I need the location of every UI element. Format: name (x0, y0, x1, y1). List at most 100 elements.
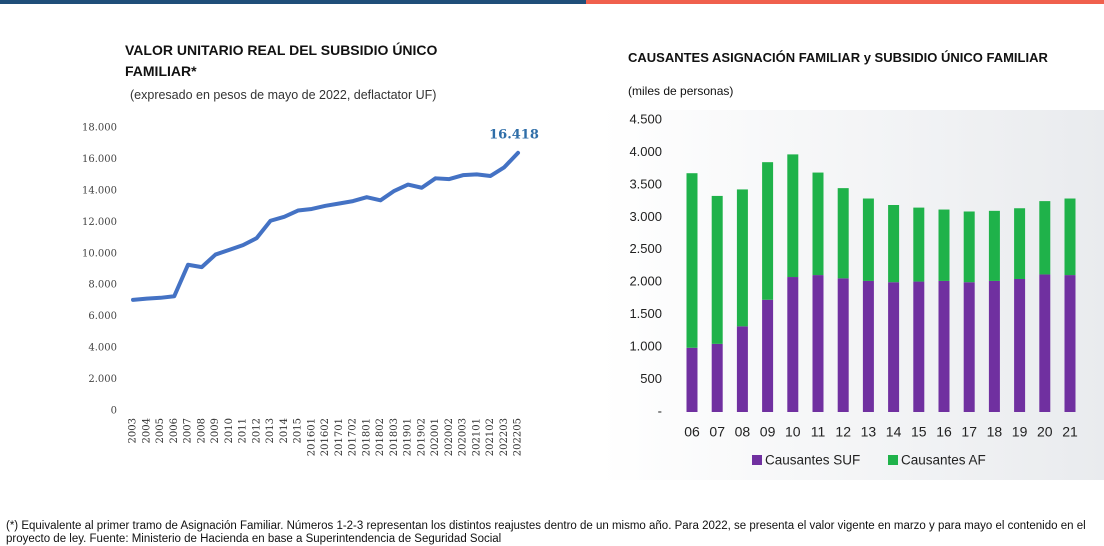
bar-segment (1014, 278, 1026, 412)
x-tick-label: 2007 (183, 418, 194, 443)
line (131, 150, 520, 302)
bar-segment (988, 280, 1000, 412)
bar-segment (988, 210, 1000, 281)
chart-title: VALOR UNITARIO REAL DEL SUBSIDIO ÚNICO F… (125, 42, 438, 79)
chart-subtitle: (miles de personas) (628, 84, 734, 98)
bar-segment (1064, 198, 1076, 276)
top-bar (0, 0, 586, 4)
x-tick-label: 21 (1062, 424, 1078, 440)
chart-subtitle: (expresado en pesos de mayo de 2022, def… (130, 88, 437, 102)
top-bar (586, 0, 1104, 4)
x-tick-label: 201801 (361, 418, 372, 456)
y-tick-label: 0 (111, 406, 117, 417)
bar-segment (1039, 274, 1051, 412)
bar-segment (787, 277, 799, 412)
bar-segment (1064, 275, 1076, 412)
bar-segment (938, 209, 950, 281)
bar-segment (736, 189, 748, 327)
y-tick-label: 500 (640, 371, 662, 386)
bar-segment (686, 347, 698, 412)
y-tick-label: 16.000 (82, 154, 117, 165)
x-tick-label: 14 (886, 424, 902, 440)
bar-segment (888, 205, 900, 283)
x-tick-label: 19 (1012, 424, 1028, 440)
bar-segment (837, 188, 849, 279)
x-tick-label: 2003 (128, 418, 139, 443)
x-tick-label: 202101 (471, 418, 482, 456)
x-tick-label: 17 (961, 424, 977, 440)
bar-segment (913, 281, 925, 412)
bar-segment (862, 198, 874, 281)
bar-segment (963, 211, 975, 283)
background (600, 110, 1104, 480)
legend-label: Causantes SUF (765, 453, 860, 468)
x-tick-label: 12 (835, 424, 851, 440)
x-tick-label: 202203 (499, 418, 510, 456)
x-tick-label: 2004 (141, 418, 152, 443)
x-tick-label: 20 (1037, 424, 1053, 440)
y-tick-label: 4.500 (629, 111, 662, 126)
x-tick-label: 201803 (389, 418, 400, 456)
bar-segment (812, 172, 824, 276)
y-tick-label: - (658, 403, 662, 418)
x-tick-label: 201702 (348, 418, 359, 456)
bar-segment (787, 154, 799, 278)
chart-title: CAUSANTES ASIGNACIÓN FAMILIAR y SUBSIDIO… (628, 50, 1048, 65)
x-tick-label: 2009 (210, 418, 221, 443)
bar-segment (762, 299, 774, 412)
x-tick-label: 202003 (458, 418, 469, 456)
x-tick-label: 201601 (306, 418, 317, 456)
y-tick-label: 10.000 (82, 248, 117, 259)
y-tick-label: 6.000 (88, 311, 117, 322)
y-tick-label: 1.500 (629, 306, 662, 321)
bar-segment (1014, 208, 1026, 279)
bar-segment (711, 343, 723, 412)
bar-segment (963, 282, 975, 412)
x-tick-label: 202001 (430, 418, 441, 456)
value-label: 16.418 (489, 127, 539, 142)
x-tick-label: 08 (735, 424, 751, 440)
bar-segment (938, 280, 950, 412)
x-tick-label: 2011 (238, 418, 249, 443)
y-tick-label: 12.000 (82, 217, 117, 228)
y-tick-label: 4.000 (88, 343, 117, 354)
legend-label: Causantes AF (901, 453, 986, 468)
bar-segment (736, 326, 748, 412)
x-tick-label: 2013 (265, 418, 276, 443)
y-tick-label: 8.000 (88, 280, 117, 291)
footnote: (*) Equivalente al primer tramo de Asign… (6, 520, 1086, 545)
y-tick-label: 1.000 (629, 339, 662, 354)
x-tick-label: 201802 (375, 418, 386, 456)
x-tick-label: 2006 (169, 418, 180, 443)
bar-segment (913, 207, 925, 282)
x-tick-label: 16 (936, 424, 952, 440)
x-tick-label: 2008 (196, 418, 207, 443)
x-tick-label: 11 (811, 424, 826, 440)
x-tick-label: 2014 (279, 418, 290, 443)
x-tick-label: 202205 (513, 418, 524, 456)
bar-segment (686, 173, 698, 348)
x-tick-label: 10 (785, 424, 801, 440)
x-tick-label: 2012 (251, 418, 262, 443)
x-tick-label: 13 (861, 424, 877, 440)
x-tick-label: 15 (911, 424, 927, 440)
y-tick-label: 2.000 (629, 274, 662, 289)
bar-segment (862, 280, 874, 412)
y-tick-label: 18.000 (82, 123, 117, 134)
y-tick-label: 4.000 (629, 144, 662, 159)
x-tick-label: 201901 (403, 418, 414, 456)
bar-segment (711, 195, 723, 344)
y-tick-label: 14.000 (82, 185, 117, 196)
x-tick-label: 18 (987, 424, 1003, 440)
y-tick-label: 3.000 (629, 209, 662, 224)
x-tick-label: 202002 (444, 418, 455, 456)
x-tick-label: 2015 (293, 418, 304, 443)
x-tick-label: 06 (684, 424, 700, 440)
legend-swatch (752, 455, 762, 465)
bar-segment (812, 275, 824, 412)
x-tick-label: 2005 (155, 418, 166, 443)
x-tick-label: 09 (760, 424, 776, 440)
bar-segment (888, 282, 900, 412)
